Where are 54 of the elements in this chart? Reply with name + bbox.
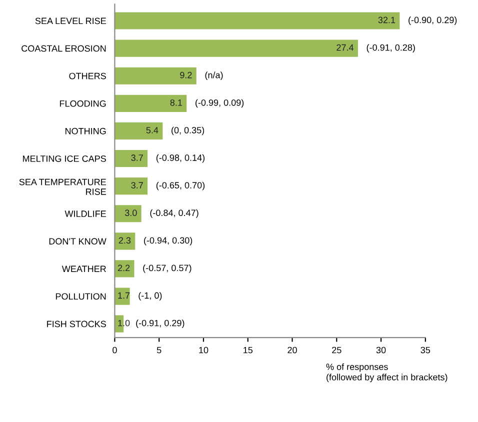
data-label: 2.2 xyxy=(118,264,130,272)
y-tick-label: WILDLIFE xyxy=(64,210,106,217)
y-tick-label: WEATHER xyxy=(62,266,106,272)
bar xyxy=(114,12,400,30)
y-tick-label: POLLUTION xyxy=(56,293,106,300)
data-label: 3.7 xyxy=(131,154,143,161)
bar xyxy=(114,288,130,305)
x-tick-label: 10 xyxy=(199,346,208,354)
bar xyxy=(114,94,187,112)
y-tick-label: OTHERS xyxy=(69,72,106,80)
bar xyxy=(114,205,142,222)
x-tick-label: 5 xyxy=(156,346,162,354)
y-tick-label: DON'T KNOW xyxy=(49,238,106,245)
annotation: (0, 0.35) xyxy=(172,126,204,136)
data-label: 3.0 xyxy=(124,210,137,216)
x-tick-label: 25 xyxy=(332,346,342,354)
data-label: 9.2 xyxy=(180,72,192,78)
data-label: 32.1 xyxy=(378,16,396,24)
bar xyxy=(114,122,163,140)
annotation: (-0.90, 0.29) xyxy=(408,16,457,25)
annotation: (n/a) xyxy=(205,72,223,80)
x-tick-label: 0 xyxy=(112,346,117,354)
y-tick-label: SEA TEMPERATURE RISE xyxy=(19,178,106,195)
data-label: 27.4 xyxy=(336,44,354,51)
bar xyxy=(114,67,196,84)
y-tick-label: FLOODING xyxy=(60,100,106,107)
y-tick-label: MELTING ICE CAPS xyxy=(23,155,106,162)
bar xyxy=(114,150,148,168)
annotation: (-0.57, 0.57) xyxy=(143,264,192,273)
annotation: (-0.94, 0.30) xyxy=(144,236,192,246)
data-label: 1.7 xyxy=(118,292,130,299)
y-tick-label: FISH STOCKS xyxy=(47,320,106,328)
annotation: (-0.98, 0.14) xyxy=(156,154,205,163)
data-label: 8.1 xyxy=(170,99,182,106)
y-tick-label: COASTAL EROSION xyxy=(22,45,106,52)
x-tick-label: 20 xyxy=(288,346,297,354)
x-tick-label: 15 xyxy=(244,346,253,354)
data-label: 2.3 xyxy=(118,237,131,244)
data-label: 5.4 xyxy=(146,127,158,134)
y-tick-label: SEA LEVEL RISE xyxy=(35,18,106,24)
annotation: (-0.84, 0.47) xyxy=(150,209,198,218)
annotation: (-0.91, 0.29) xyxy=(136,320,184,328)
bar xyxy=(114,260,134,278)
annotation: (-0.91, 0.28) xyxy=(366,44,415,53)
bar xyxy=(114,40,358,57)
y-tick-label: NOTHING xyxy=(66,128,106,134)
bar xyxy=(114,178,148,195)
annotation: (-0.99, 0.09) xyxy=(196,99,244,108)
annotation: (-1, 0) xyxy=(138,292,162,300)
x-tick-label: 30 xyxy=(376,346,386,354)
x-axis-title: % of responses (followed by affect in brackets) xyxy=(326,363,448,382)
data-label: 3.7 xyxy=(131,182,143,188)
annotation: (-0.65, 0.70) xyxy=(156,182,205,190)
x-tick-label: 35 xyxy=(420,346,430,354)
